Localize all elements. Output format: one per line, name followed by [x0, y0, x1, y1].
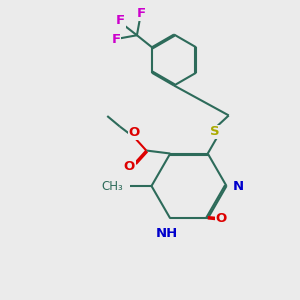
Text: N: N	[233, 179, 244, 193]
Text: O: O	[124, 160, 135, 173]
Text: O: O	[128, 126, 140, 139]
Text: F: F	[137, 7, 146, 20]
Text: O: O	[215, 212, 226, 225]
Text: NH: NH	[156, 227, 178, 240]
Text: S: S	[210, 125, 220, 138]
Text: F: F	[116, 14, 125, 27]
Text: F: F	[111, 33, 121, 46]
Text: CH₃: CH₃	[101, 179, 123, 193]
